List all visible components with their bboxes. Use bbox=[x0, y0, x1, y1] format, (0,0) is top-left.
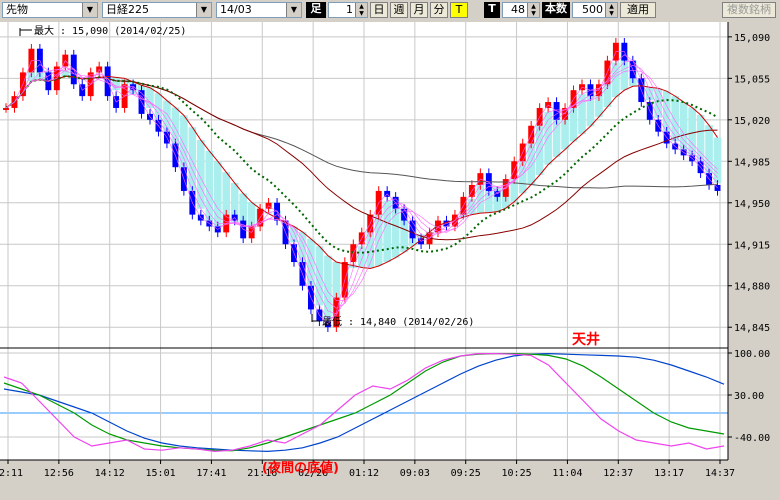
y-tick-label: 14,845 bbox=[734, 323, 770, 334]
x-tick-label: 09:25 bbox=[451, 468, 481, 479]
period-input[interactable]: 1 ▲ ▼ bbox=[328, 2, 368, 18]
max-annotation: 最大 : 15,090 (2014/02/25) bbox=[19, 24, 186, 37]
tick-button[interactable]: T bbox=[450, 2, 468, 18]
count-label: 本数 bbox=[542, 2, 570, 18]
y-tick-label: 15,020 bbox=[734, 116, 770, 127]
x-tick-label: 10:25 bbox=[502, 468, 532, 479]
ashi-label: 足 bbox=[306, 2, 326, 18]
count-value: 500 bbox=[582, 3, 603, 16]
chevron-down-icon[interactable]: ▼ bbox=[82, 3, 97, 17]
t-value: 48 bbox=[511, 3, 525, 16]
ma-mid-line bbox=[5, 75, 718, 269]
x-tick-label: 14:12 bbox=[95, 468, 125, 479]
contract-select[interactable]: 14/03 ▼ bbox=[216, 2, 302, 18]
x-tick-label: 12:56 bbox=[44, 468, 74, 479]
ma-ribbon-line bbox=[5, 54, 718, 320]
osc-tick-label: 100.00 bbox=[734, 349, 770, 360]
min-label: 最低 : 14,840 (2014/02/26) bbox=[322, 315, 474, 328]
osc-series-line bbox=[3, 353, 725, 453]
multi-symbol-button[interactable]: 複数銘柄 bbox=[722, 2, 776, 18]
osc-tick-label: 30.00 bbox=[734, 391, 764, 402]
min-annotation: 最低 : 14,840 (2014/02/26) bbox=[311, 314, 474, 328]
toolbar: 先物 ▼ 日経225 ▼ 14/03 ▼ 足 1 ▲ ▼ 日 週 月 分 T T 48 ▲ ▼… bbox=[0, 0, 780, 23]
x-tick-label: 21:16 bbox=[247, 468, 277, 479]
x-tick-label: 09:03 bbox=[400, 468, 430, 479]
x-tick-label: 12:11 bbox=[0, 468, 23, 479]
ma-ribbon-line bbox=[5, 64, 718, 309]
week-button[interactable]: 週 bbox=[390, 2, 408, 18]
y-tick-label: 14,950 bbox=[734, 199, 770, 210]
y-axis: 15,090 15,055 15,020 14,985 14,950 14,915 14,8… bbox=[728, 33, 770, 444]
ma-ribbon-line bbox=[5, 60, 718, 315]
chevron-down-icon[interactable]: ▼ bbox=[286, 3, 301, 17]
oscillator bbox=[3, 352, 725, 453]
month-button[interactable]: 月 bbox=[410, 2, 428, 18]
index-select-value: 日経225 bbox=[106, 3, 149, 16]
spin-icon[interactable]: ▲ ▼ bbox=[355, 3, 367, 17]
minute-button[interactable]: 分 bbox=[430, 2, 448, 18]
osc-series-line bbox=[3, 352, 725, 453]
x-tick-label: 11:04 bbox=[552, 468, 582, 479]
count-input[interactable]: 500 ▲ ▼ bbox=[572, 2, 618, 18]
x-tick-label: 02/26 bbox=[298, 468, 328, 479]
ma-ribbon-line bbox=[5, 67, 718, 301]
x-tick-label: 15:01 bbox=[146, 468, 176, 479]
day-button[interactable]: 日 bbox=[370, 2, 388, 18]
ma-long-line bbox=[5, 75, 718, 241]
night-bottom-label: (夜間の底値) bbox=[262, 460, 339, 476]
y-tick-label: 15,055 bbox=[734, 74, 770, 85]
x-axis: 12:11 12:56 14:12 15:01 17:41 21:16 02/26 01:12… bbox=[0, 460, 735, 479]
y-tick-label: 14,915 bbox=[734, 240, 770, 251]
x-tick-label: 17:41 bbox=[196, 468, 226, 479]
t-label: T bbox=[484, 2, 500, 18]
spin-icon[interactable]: ▲ ▼ bbox=[527, 3, 539, 17]
osc-series-line bbox=[3, 353, 725, 452]
moving-averages bbox=[5, 51, 719, 325]
x-tick-label: 14:37 bbox=[705, 468, 735, 479]
chevron-down-icon[interactable]: ▼ bbox=[196, 3, 211, 17]
y-tick-label: 15,090 bbox=[734, 33, 770, 44]
chart-area: 15,090 15,055 15,020 14,985 14,950 14,915 14,8… bbox=[0, 22, 780, 500]
x-tick-label: 01:12 bbox=[349, 468, 379, 479]
t-input[interactable]: 48 ▲ ▼ bbox=[502, 2, 540, 18]
type-select[interactable]: 先物 ▼ bbox=[2, 2, 98, 18]
y-tick-label: 14,880 bbox=[734, 282, 770, 293]
x-tick-label: 12:37 bbox=[603, 468, 633, 479]
apply-button[interactable]: 適用 bbox=[620, 2, 656, 18]
type-select-value: 先物 bbox=[6, 3, 28, 16]
candle-body bbox=[3, 107, 9, 110]
index-select[interactable]: 日経225 ▼ bbox=[102, 2, 212, 18]
spin-icon[interactable]: ▲ ▼ bbox=[605, 3, 617, 17]
max-label: 最大 : 15,090 (2014/02/25) bbox=[34, 24, 186, 37]
x-tick-label: 13:17 bbox=[654, 468, 684, 479]
contract-select-value: 14/03 bbox=[220, 3, 252, 16]
top-label: 天井 bbox=[572, 331, 600, 348]
osc-tick-label: -40.00 bbox=[734, 433, 770, 444]
y-tick-label: 14,985 bbox=[734, 157, 770, 168]
period-value: 1 bbox=[346, 3, 353, 16]
